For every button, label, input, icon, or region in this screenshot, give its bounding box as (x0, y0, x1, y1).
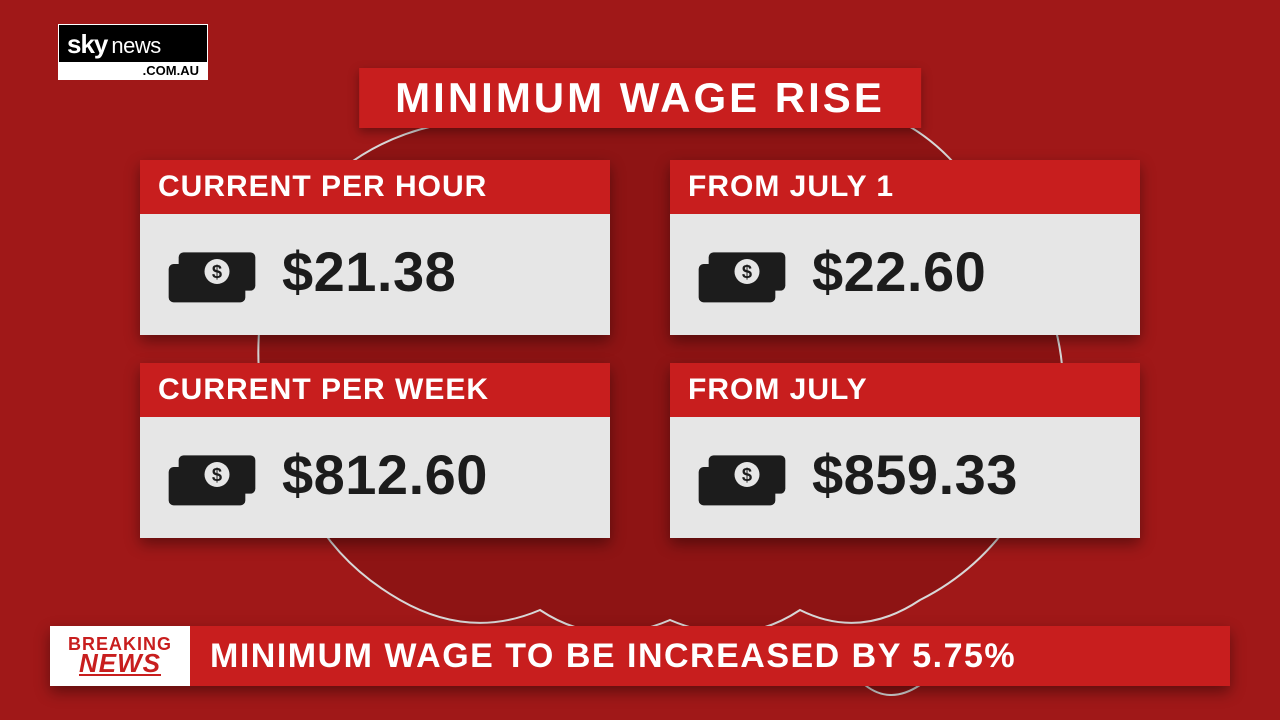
card-label: FROM JULY 1 (670, 160, 1140, 214)
lower-third-ticker: BREAKING NEWS MINIMUM WAGE TO BE INCREAS… (50, 626, 1230, 686)
stage: sky news .COM.AU MINIMUM WAGE RISE CURRE… (0, 0, 1280, 720)
logo-brand: sky (67, 29, 107, 60)
card-from-july-hour: FROM JULY 1 $ $22.60 (670, 160, 1140, 335)
svg-text:$: $ (212, 261, 222, 282)
svg-text:$: $ (742, 464, 752, 485)
card-label: CURRENT PER HOUR (140, 160, 610, 214)
logo-tagline: .COM.AU (59, 62, 207, 79)
card-label: FROM JULY (670, 363, 1140, 417)
card-from-july-week: FROM JULY $ $859.33 (670, 363, 1140, 538)
ticker-headline: MINIMUM WAGE TO BE INCREASED BY 5.75% (190, 626, 1230, 686)
svg-text:$: $ (742, 261, 752, 282)
infographic-title: MINIMUM WAGE RISE (359, 68, 921, 128)
breaking-line2: NEWS (79, 652, 161, 675)
card-value: $21.38 (282, 239, 456, 304)
money-icon: $ (692, 437, 792, 512)
money-icon: $ (162, 234, 262, 309)
card-label: CURRENT PER WEEK (140, 363, 610, 417)
network-logo: sky news .COM.AU (58, 24, 208, 80)
money-icon: $ (162, 437, 262, 512)
svg-text:$: $ (212, 464, 222, 485)
card-value: $812.60 (282, 442, 488, 507)
breaking-badge: BREAKING NEWS (50, 626, 190, 686)
logo-word: news (111, 33, 160, 59)
money-icon: $ (692, 234, 792, 309)
card-current-hour: CURRENT PER HOUR $ $21.38 (140, 160, 610, 335)
card-value: $859.33 (812, 442, 1018, 507)
cards-grid: CURRENT PER HOUR $ $21.38 FROM JULY 1 $ … (140, 160, 1140, 538)
card-current-week: CURRENT PER WEEK $ $812.60 (140, 363, 610, 538)
card-value: $22.60 (812, 239, 986, 304)
